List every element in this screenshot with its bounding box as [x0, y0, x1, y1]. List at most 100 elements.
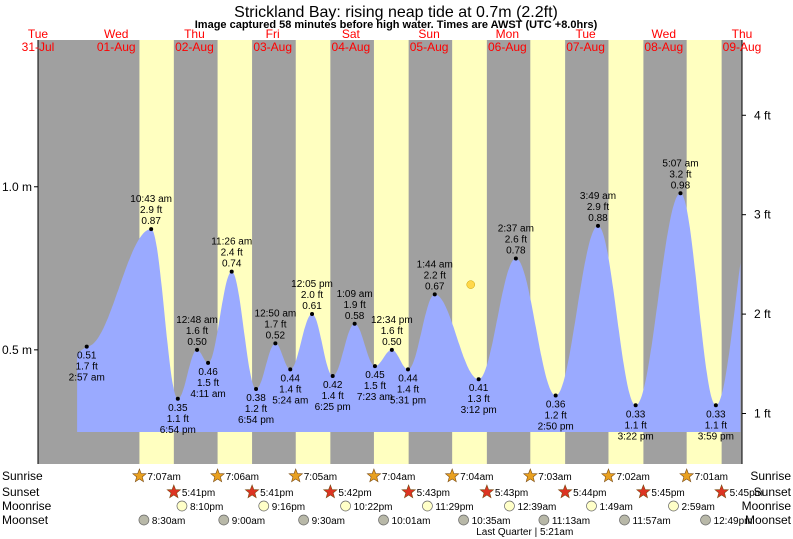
sunset-icon: [557, 484, 573, 499]
tide-ft-label: 1.4 ft: [322, 391, 344, 402]
date-label: 31-Jul: [22, 40, 55, 54]
day-of-week-label: Sat: [342, 27, 361, 41]
tide-point: [633, 403, 638, 408]
tide-time-label: 5:31 pm: [390, 395, 426, 406]
tide-ft-label: 3.2 ft: [669, 169, 691, 180]
moonrise-time-label: 2:59am: [681, 502, 714, 513]
tide-point: [273, 341, 278, 346]
tide-point: [175, 396, 180, 401]
sunset-row-label-right: Sunset: [754, 485, 792, 499]
tide-time-label: 12:34 pm: [371, 315, 413, 326]
sunrise-icon: [679, 468, 695, 483]
moonset-time-label: 11:57am: [633, 516, 671, 527]
date-label: 08-Aug: [644, 40, 683, 54]
tide-point: [476, 377, 481, 382]
tide-m-label: 0.50: [382, 337, 402, 348]
tide-point: [254, 386, 259, 391]
date-label: 02-Aug: [175, 40, 214, 54]
sunrise-time-label: 7:04am: [460, 472, 493, 483]
moonrise-icon: [586, 500, 597, 512]
tide-ft-label: 1.5 ft: [197, 378, 219, 389]
sunset-row-label-left: Sunset: [2, 485, 40, 499]
sunset-time-label: 5:44pm: [573, 488, 606, 499]
tide-ft-label: 2.6 ft: [505, 235, 527, 246]
moonset-icon: [619, 514, 630, 526]
sunrise-time-label: 7:06am: [226, 472, 259, 483]
tide-point: [678, 191, 683, 196]
tide-ft-label: 1.7 ft: [76, 362, 98, 373]
sunset-time-label: 5:43pm: [417, 488, 450, 499]
sunset-icon: [322, 484, 338, 499]
moonset-time-label: 10:35am: [472, 516, 511, 527]
tide-time-label: 1:09 am: [337, 289, 373, 300]
tide-time-label: 3:22 pm: [618, 431, 654, 442]
tide-ft-label: 1.1 ft: [167, 414, 189, 425]
tide-point: [195, 347, 200, 352]
tide-time-label: 4:11 am: [190, 389, 225, 400]
moonrise-time-label: 12:39am: [517, 502, 556, 513]
axes: 0.5 m 1.0 m 1 ft 2 ft 3 ft 4 ft: [2, 40, 771, 464]
tide-m-label: 0.58: [345, 311, 365, 322]
date-label: 06-Aug: [488, 40, 527, 54]
tide-time-label: 3:49 am: [580, 191, 616, 202]
day-of-week-label: Fri: [266, 27, 280, 41]
tide-ft-label: 1.5 ft: [364, 381, 386, 392]
tide-m-label: 0.35: [168, 403, 188, 414]
sunset-icon: [244, 484, 260, 499]
moonset-icon: [458, 514, 469, 526]
date-label: 07-Aug: [566, 40, 605, 54]
moonset-icon: [138, 514, 150, 526]
tide-point: [229, 269, 234, 274]
moonset-icon: [700, 514, 711, 526]
right-tick-label: 4 ft: [754, 108, 771, 122]
tide-ft-label: 1.4 ft: [397, 384, 419, 395]
moonset-time-label: 10:01am: [392, 516, 431, 527]
moonset-time-label: 12:49pm: [714, 516, 753, 527]
moonset-time-label: 11:13am: [552, 516, 590, 527]
sunset-icon: [479, 484, 495, 499]
tide-point: [513, 256, 518, 261]
sunset-time-label: 5:42pm: [338, 488, 371, 499]
tide-point: [206, 360, 211, 365]
moonrise-time-label: 8:10pm: [190, 502, 223, 513]
tide-time-label: 10:43 am: [130, 194, 172, 205]
tide-point: [389, 347, 394, 352]
tide-time-label: 12:48 am: [176, 315, 218, 326]
moonset-time-label: 8:30am: [152, 516, 185, 527]
moonset-icon: [538, 514, 550, 526]
sunset-time-label: 5:45pm: [651, 488, 684, 499]
sunset-time-label: 5:43pm: [495, 488, 528, 499]
tide-time-label: 2:50 pm: [538, 422, 574, 433]
sunset-time-label: 5:41pm: [260, 488, 293, 499]
tide-ft-label: 2.0 ft: [301, 290, 323, 301]
tide-point: [596, 223, 601, 228]
left-tick-label: 0.5 m: [2, 343, 32, 357]
date-label: 01-Aug: [97, 40, 136, 54]
moonrise-icon: [504, 500, 515, 512]
tide-ft-label: 1.9 ft: [344, 300, 366, 311]
sunrise-time-label: 7:02am: [616, 472, 649, 483]
moonset-icon: [218, 514, 230, 526]
tide-ft-label: 2.4 ft: [221, 248, 243, 259]
tide-time-label: 2:57 am: [69, 373, 105, 384]
tide-time-label: 6:54 pm: [238, 415, 274, 426]
tide-m-label: 0.45: [365, 370, 385, 381]
tide-point: [288, 367, 293, 372]
tide-time-label: 5:07 am: [662, 158, 698, 169]
tide-m-label: 0.33: [626, 409, 646, 420]
sunset-icon: [714, 484, 730, 499]
right-tick-label: 3 ft: [754, 208, 771, 222]
moonrise-icon: [176, 500, 188, 512]
tide-m-label: 0.33: [706, 409, 726, 420]
moonrise-time-label: 9:16pm: [272, 502, 305, 513]
day-of-week-label: Wed: [104, 27, 128, 41]
tide-time-label: 12:05 pm: [291, 279, 333, 290]
date-label: 03-Aug: [253, 40, 292, 54]
sunset-time-label: 5:41pm: [182, 488, 215, 499]
day-of-week-label: Mon: [496, 27, 519, 41]
tide-m-label: 0.52: [266, 330, 286, 341]
tide-point: [330, 373, 335, 378]
moonrise-icon: [340, 500, 351, 512]
